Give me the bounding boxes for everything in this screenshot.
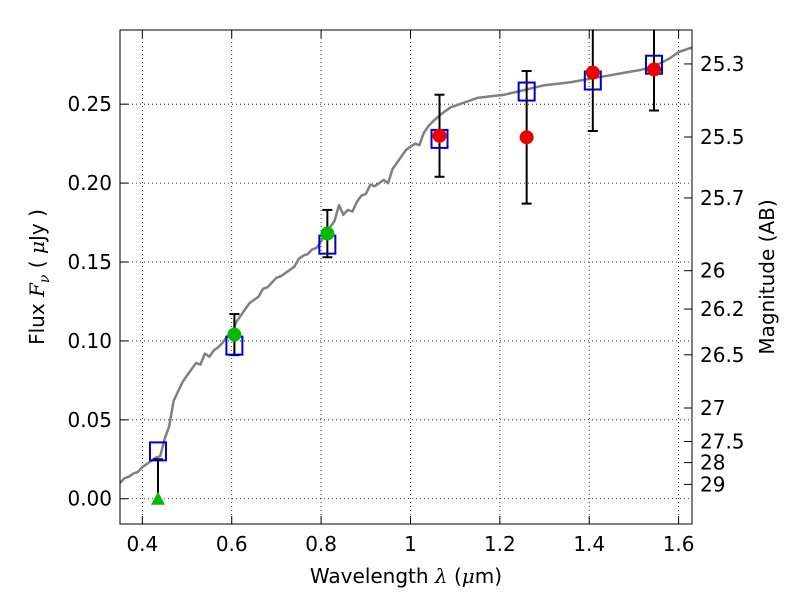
detection-point-red [519, 130, 534, 145]
grid [120, 30, 692, 524]
tick-layer: 0.4 0.6 0.8 1 1.2 1.4 1.6 0.00 0.05 0.10 0.15 0.20 0… [67, 30, 745, 556]
detection-point-green [320, 226, 335, 241]
mag-tick-label: 27.5 [700, 429, 745, 453]
detection-point-red [432, 128, 447, 143]
y-tick-label: 0.05 [67, 408, 112, 432]
marker-layer [148, 54, 664, 505]
x-tick-label: 0.6 [216, 532, 248, 556]
mag-tick-label: 29 [700, 472, 725, 496]
x-tick-label: 1.4 [573, 532, 605, 556]
mag-tick-label: 26.2 [700, 297, 745, 321]
model-spectrum-line [119, 46, 693, 484]
x-tick-label: 0.8 [305, 532, 337, 556]
x-tick-label: 0.4 [126, 532, 158, 556]
x-tick-label: 1.6 [663, 532, 695, 556]
mag-tick-label: 26 [700, 259, 725, 283]
model-photometry-square [148, 441, 167, 462]
mag-tick-label: 25.5 [700, 125, 745, 149]
mag-tick-label: 27 [700, 396, 725, 420]
plot-frame [119, 29, 693, 525]
mag-tick-label: 26.5 [700, 343, 745, 367]
y-tick-label: 0.15 [67, 250, 112, 274]
y-tick-label: 0.25 [67, 92, 112, 116]
model-spectrum-layer [119, 46, 693, 484]
detection-point-green [227, 327, 242, 342]
mag-tick-label: 28 [700, 451, 725, 475]
x-tick-label: 1.2 [484, 532, 516, 556]
x-axis-label: Wavelength λ (μm) [310, 564, 502, 588]
model-photometry-square [517, 81, 536, 102]
x-tick-label: 1 [404, 532, 417, 556]
y-tick-label: 0.20 [67, 171, 112, 195]
non-detection-triangle [150, 491, 165, 505]
right-axis-label: Magnitude (AB) [755, 199, 779, 354]
y-tick-label: 0.10 [67, 329, 112, 353]
detection-point-red [585, 65, 600, 80]
y-tick-label: 0.00 [67, 487, 112, 511]
mag-tick-label: 25.3 [700, 52, 745, 76]
detection-point-red [647, 62, 662, 77]
mag-tick-label: 25.7 [700, 186, 745, 210]
